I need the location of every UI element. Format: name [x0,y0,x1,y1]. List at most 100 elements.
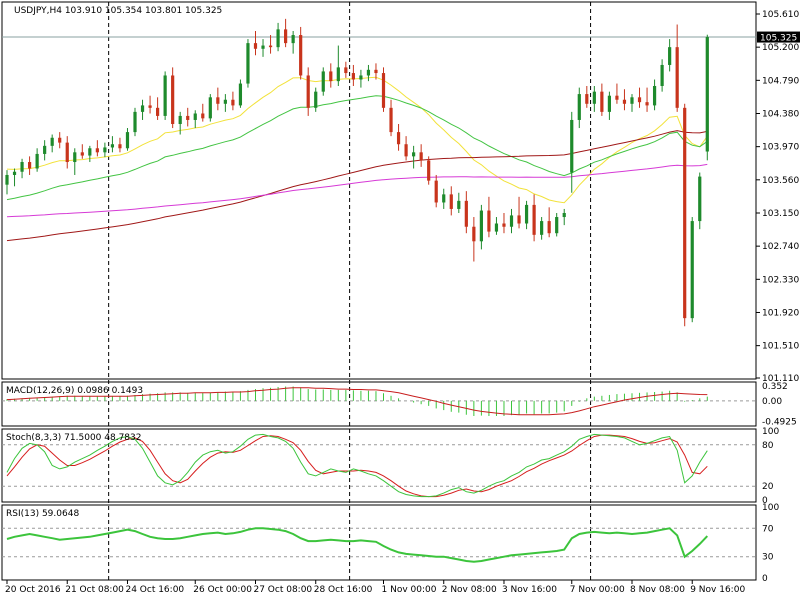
x-tick-label: 21 Oct 08:00 [65,585,124,595]
candle-body [683,107,687,319]
y-tick-label: 104.380 [762,109,799,119]
candle-body [396,132,401,145]
candle-body [148,105,152,108]
candle-body [284,29,288,44]
current-price-badge: 105.325 [757,31,800,44]
rsi-y-tick-label: 0 [762,574,768,584]
x-tick-label: 20 Oct 2016 [5,585,61,595]
candle-body [27,162,32,169]
y-tick-label: 102.740 [762,242,799,252]
candle-body [314,91,318,108]
candle-body [216,97,220,104]
candle [389,99,393,137]
candle-body [577,94,581,120]
candle-body [231,99,235,106]
x-tick-label: 24 Oct 16:00 [125,585,184,595]
candle [547,207,551,238]
candle [442,188,446,209]
candle [12,168,17,187]
candle [186,107,190,127]
candle-body [592,91,596,104]
candle [140,99,145,120]
candle [600,83,604,116]
candle-body [442,194,446,203]
x-tick-label: 9 Nov 16:00 [690,585,745,595]
candle [683,103,687,327]
candle [238,79,243,108]
candle [193,110,197,129]
candle-body [600,91,604,112]
rsi-pane-frame [1,504,757,581]
candle [652,79,657,111]
candle [201,103,205,122]
candle-body [668,47,672,65]
candle [487,196,491,238]
candle-body [374,69,378,74]
candle-body [547,221,551,234]
stoch-y-tick-label: 100 [762,427,779,437]
candle-body [306,75,310,108]
candle-body [201,113,205,119]
rsi-layer [2,527,756,563]
candle [314,87,318,112]
x-tick-label: 27 Oct 08:00 [253,585,312,595]
candle [268,35,273,54]
candle-body [434,180,438,203]
candle-body [705,37,709,152]
candle [351,64,355,86]
candle-body [449,194,453,209]
candle [562,208,566,226]
x-tick-label: 8 Nov 08:00 [630,585,685,595]
candle-body [645,102,649,106]
candle-body [163,75,167,116]
main-pane-frame [1,1,757,380]
candle [615,83,619,104]
candle [464,191,468,234]
candle-body [412,152,416,157]
candle-body [73,152,77,163]
candle [637,87,642,108]
candle-body [336,67,340,82]
stoch-y-tick-label: 80 [762,441,774,451]
candle-body [88,148,92,156]
candle [103,142,107,158]
candle [690,217,694,323]
candle [532,194,536,242]
candle [592,85,596,112]
rsi-y-tick-label: 30 [762,553,774,563]
candle-body [344,67,348,74]
candle [705,34,709,161]
y-tick-label: 103.560 [762,176,799,186]
candle-body [479,210,483,242]
candle-body [20,162,24,172]
candle-body [660,64,664,86]
x-tick-label: 28 Oct 16:00 [314,585,373,595]
rsi-line [6,527,709,563]
candle-body [171,75,175,125]
candle-body [487,210,491,232]
candle-body [517,215,521,224]
candle [472,217,476,262]
candle [381,67,386,112]
stoch-pane-label: Stoch(8,3,3) 71.5000 48.7832 [6,433,141,443]
candle [668,39,672,72]
candle [299,26,303,80]
y-tick-label: 105.200 [762,43,799,53]
y-tick-label: 103.970 [762,143,799,153]
y-tick-label: 101.510 [762,342,799,352]
candle [43,140,47,161]
macd-signal-line [6,387,708,416]
candle-body [58,137,62,143]
candle-body [509,215,514,227]
candle-body [381,73,386,108]
candle-body [253,43,258,49]
candle [208,94,212,122]
candle-body [125,132,130,149]
candle-body [615,95,619,100]
candle-body [472,226,476,242]
macd-layer [2,386,756,416]
candle-body [50,137,54,146]
candle-body [457,200,461,209]
candle [359,69,363,88]
candle [404,136,408,161]
